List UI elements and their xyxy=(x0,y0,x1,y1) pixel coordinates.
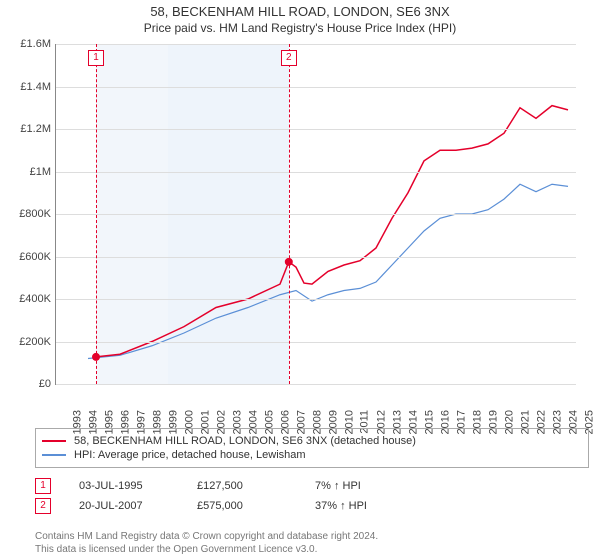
y-tick-label: £200K xyxy=(1,336,51,348)
y-tick-label: £1.6M xyxy=(1,38,51,50)
series-line xyxy=(96,106,568,357)
y-tick-label: £0 xyxy=(1,378,51,390)
y-tick-label: £400K xyxy=(1,293,51,305)
gridline xyxy=(56,172,576,173)
gridline xyxy=(56,342,576,343)
chart-plot-area: £0£200K£400K£600K£800K£1M£1.2M£1.4M£1.6M… xyxy=(55,44,576,385)
gridline xyxy=(56,44,576,45)
legend-row: HPI: Average price, detached house, Lewi… xyxy=(42,449,582,461)
sale-row-num: 1 xyxy=(35,478,51,494)
sale-row-num: 2 xyxy=(35,498,51,514)
legend-label: 58, BECKENHAM HILL ROAD, LONDON, SE6 3NX… xyxy=(74,435,416,447)
legend-swatch xyxy=(42,454,66,456)
legend-swatch xyxy=(42,440,66,442)
sale-date: 03-JUL-1995 xyxy=(79,480,169,492)
y-tick-label: £1.4M xyxy=(1,81,51,93)
sale-marker-box: 2 xyxy=(281,50,297,66)
sale-row: 2 20-JUL-2007 £575,000 37% ↑ HPI xyxy=(35,498,405,514)
gridline xyxy=(56,129,576,130)
y-tick-label: £600K xyxy=(1,251,51,263)
y-tick-label: £1M xyxy=(1,166,51,178)
y-tick-label: £1.2M xyxy=(1,123,51,135)
footer-line1: Contains HM Land Registry data © Crown c… xyxy=(35,530,378,543)
sale-date: 20-JUL-2007 xyxy=(79,500,169,512)
sale-vline xyxy=(96,44,97,384)
sale-price: £575,000 xyxy=(197,500,287,512)
title-block: 58, BECKENHAM HILL ROAD, LONDON, SE6 3NX… xyxy=(0,0,600,35)
gridline xyxy=(56,257,576,258)
gridline xyxy=(56,299,576,300)
gridline xyxy=(56,87,576,88)
sale-price: £127,500 xyxy=(197,480,287,492)
footer-line2: This data is licensed under the Open Gov… xyxy=(35,543,378,556)
chart-container: 58, BECKENHAM HILL ROAD, LONDON, SE6 3NX… xyxy=(0,0,600,560)
legend: 58, BECKENHAM HILL ROAD, LONDON, SE6 3NX… xyxy=(35,428,589,468)
sales-table: 1 03-JUL-1995 £127,500 7% ↑ HPI 2 20-JUL-2007… xyxy=(35,474,405,518)
y-tick-label: £800K xyxy=(1,208,51,220)
sale-pct: 7% ↑ HPI xyxy=(315,480,405,492)
gridline xyxy=(56,214,576,215)
sale-row: 1 03-JUL-1995 £127,500 7% ↑ HPI xyxy=(35,478,405,494)
gridline xyxy=(56,384,576,385)
chart-subtitle: Price paid vs. HM Land Registry's House … xyxy=(0,21,600,35)
legend-label: HPI: Average price, detached house, Lewi… xyxy=(74,449,306,461)
legend-row: 58, BECKENHAM HILL ROAD, LONDON, SE6 3NX… xyxy=(42,435,582,447)
chart-title-address: 58, BECKENHAM HILL ROAD, LONDON, SE6 3NX xyxy=(0,4,600,19)
sale-marker-box: 1 xyxy=(88,50,104,66)
sale-vline xyxy=(289,44,290,384)
sale-pct: 37% ↑ HPI xyxy=(315,500,405,512)
footer: Contains HM Land Registry data © Crown c… xyxy=(35,530,378,556)
